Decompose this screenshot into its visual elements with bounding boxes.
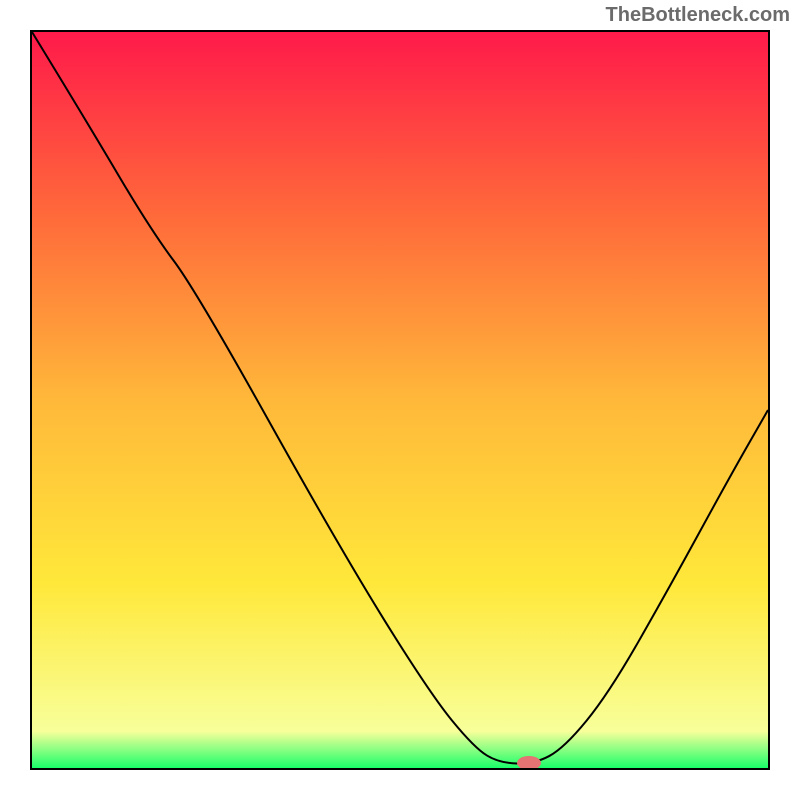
chart-frame [30,30,770,770]
chart-line-svg [32,32,768,768]
bottleneck-marker [517,756,541,770]
bottleneck-curve [32,32,768,764]
watermark-text: TheBottleneck.com [606,4,790,27]
